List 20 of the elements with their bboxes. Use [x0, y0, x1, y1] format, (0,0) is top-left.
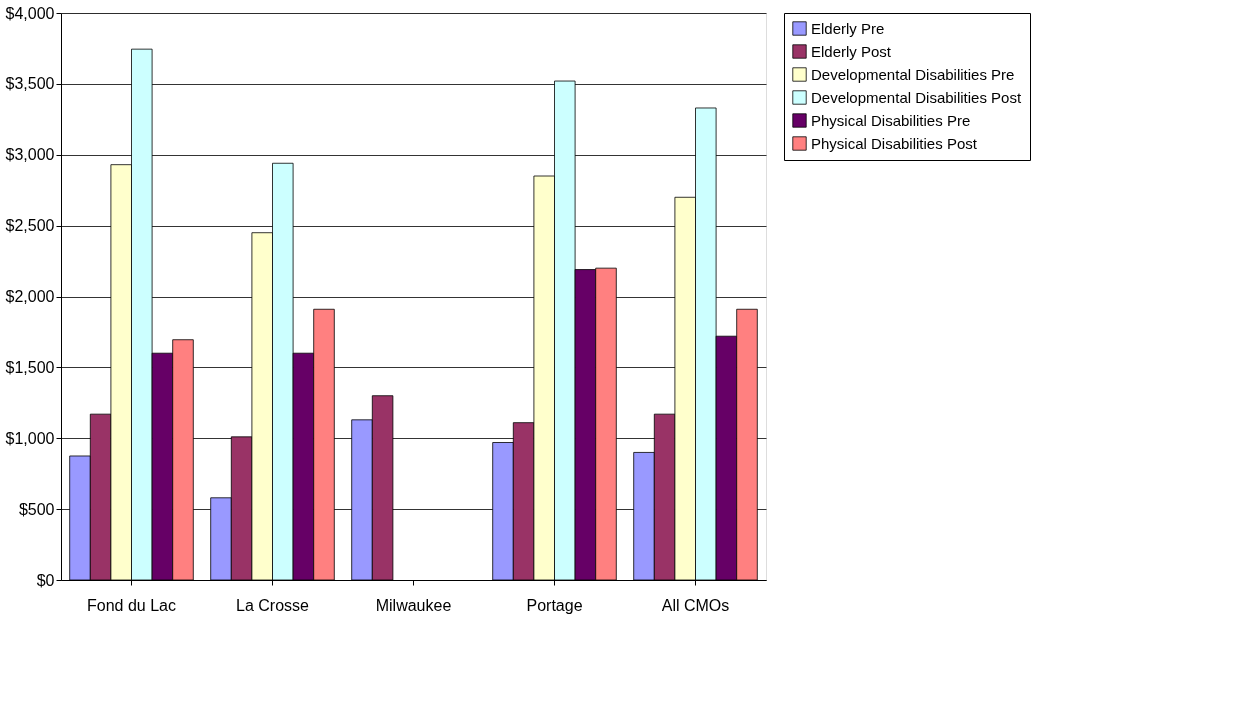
x-tick-label: Portage — [526, 596, 583, 614]
legend-label: Elderly Pre — [811, 19, 885, 37]
y-tick-label: $1,500 — [5, 358, 55, 376]
y-tick-label: $500 — [18, 500, 55, 518]
y-tick-label: $0 — [36, 571, 55, 589]
y-tick-label: $4,000 — [5, 4, 55, 22]
legend-label: Physical Disabilities Pre — [811, 111, 971, 129]
x-tick-label: La Crosse — [236, 596, 310, 614]
x-tick-label: All CMOs — [661, 596, 730, 614]
legend-label: Physical Disabilities Post — [811, 134, 978, 152]
x-tick-label: Fond du Lac — [87, 596, 176, 614]
y-tick-label: $2,500 — [5, 217, 55, 235]
y-tick-label: $2,000 — [5, 288, 55, 305]
legend-label: Elderly Post — [811, 42, 892, 60]
y-tick-label: $3,500 — [5, 75, 55, 93]
y-tick-label: $3,000 — [5, 146, 55, 164]
y-tick-label: $1,000 — [5, 429, 55, 447]
x-tick-label: Milwaukee — [375, 596, 452, 614]
legend-label: Developmental Disabilities Post — [811, 88, 1022, 106]
legend-label: Developmental Disabilities Pre — [811, 65, 1015, 83]
